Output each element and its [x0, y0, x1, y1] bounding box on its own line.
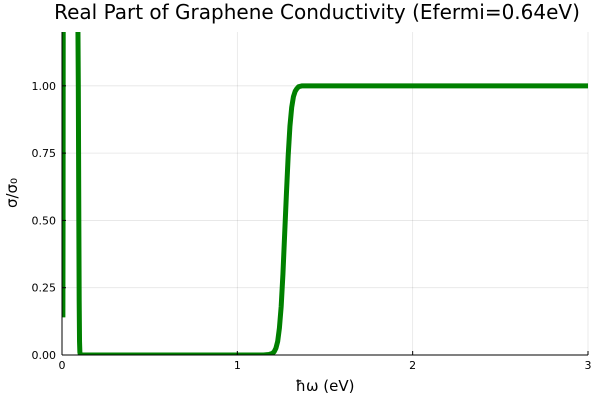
grid — [61, 32, 589, 356]
y-tick-label: 0.75 — [32, 147, 57, 160]
y-tick-label: 1.00 — [32, 80, 57, 93]
x-axis-label: ħω (eV) — [296, 377, 355, 395]
series-layer — [62, 32, 588, 355]
y-tick-label: 0.00 — [32, 349, 57, 362]
x-tick-label: 2 — [409, 359, 416, 372]
x-tick-label: 1 — [234, 359, 241, 372]
axes — [61, 32, 589, 356]
series-line — [62, 32, 588, 355]
x-tick-label: 3 — [585, 359, 592, 372]
chart-title: Real Part of Graphene Conductivity (Efer… — [54, 0, 580, 24]
y-tick-label: 0.50 — [32, 214, 57, 227]
tick-labels: 0 1 2 3 0.00 0.25 0.50 0.75 1.00 — [32, 80, 592, 372]
y-tick-label: 0.25 — [32, 282, 57, 295]
y-axis-label: σ/σ₀ — [3, 178, 21, 208]
x-tick-label: 0 — [59, 359, 66, 372]
